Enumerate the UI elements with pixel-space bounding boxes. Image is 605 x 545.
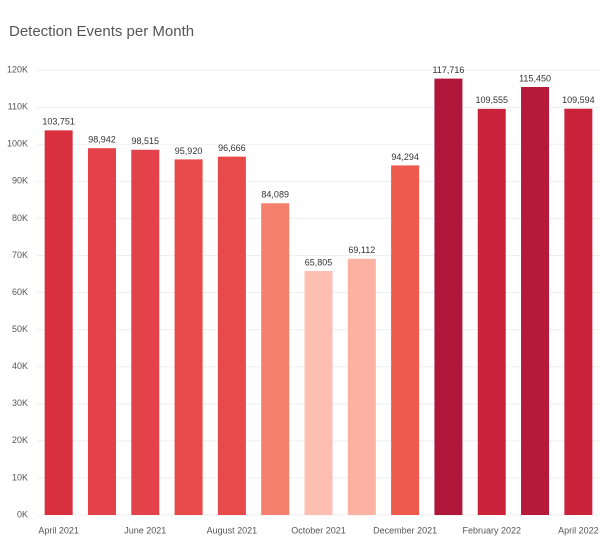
- value-label: 109,555: [475, 95, 508, 105]
- value-label: 103,751: [42, 117, 75, 127]
- bar: [87, 148, 116, 516]
- value-label: 96,666: [218, 143, 246, 153]
- value-label: 69,112: [348, 245, 375, 255]
- bar: [304, 271, 333, 515]
- y-tick-label: 30K: [12, 398, 28, 408]
- y-tick-label: 60K: [12, 287, 28, 297]
- bar: [174, 159, 203, 515]
- chart-title: Detection Events per Month: [9, 23, 194, 40]
- x-tick-label: February 2022: [462, 525, 521, 535]
- y-tick-label: 40K: [12, 361, 28, 371]
- x-tick-label: October 2021: [291, 525, 346, 535]
- bar: [131, 149, 160, 515]
- value-label: 115,450: [519, 73, 551, 83]
- bar: [521, 86, 550, 516]
- bar: [477, 108, 506, 515]
- x-tick-label: August 2021: [207, 525, 258, 535]
- bar: [347, 258, 376, 515]
- x-tick-label: April 2021: [38, 525, 79, 535]
- y-tick-label: 120K: [7, 64, 28, 74]
- bar: [44, 130, 73, 515]
- value-label: 84,089: [261, 190, 289, 200]
- y-tick-label: 90K: [12, 176, 28, 186]
- y-tick-label: 20K: [12, 435, 28, 445]
- bar: [434, 78, 463, 515]
- value-label: 98,942: [88, 135, 116, 145]
- value-label: 117,716: [432, 65, 464, 75]
- value-label: 109,594: [562, 95, 595, 105]
- bar: [564, 108, 593, 516]
- x-tick-label: June 2021: [124, 525, 166, 535]
- value-label: 94,294: [391, 152, 419, 162]
- y-tick-label: 100K: [7, 139, 28, 149]
- y-tick-label: 80K: [12, 213, 28, 223]
- bar: [217, 156, 246, 516]
- value-label: 98,515: [132, 136, 160, 146]
- y-tick-label: 10K: [12, 472, 28, 482]
- y-tick-label: 70K: [12, 250, 28, 260]
- x-tick-label: April 2022: [558, 525, 599, 535]
- bar: [391, 165, 420, 515]
- y-tick-label: 110K: [8, 102, 28, 112]
- x-tick-label: December 2021: [373, 525, 437, 535]
- y-tick-label: 0K: [17, 509, 28, 519]
- value-label: 95,920: [175, 146, 203, 156]
- value-label: 65,805: [305, 257, 333, 267]
- bar: [261, 203, 290, 515]
- y-tick-label: 50K: [12, 324, 28, 334]
